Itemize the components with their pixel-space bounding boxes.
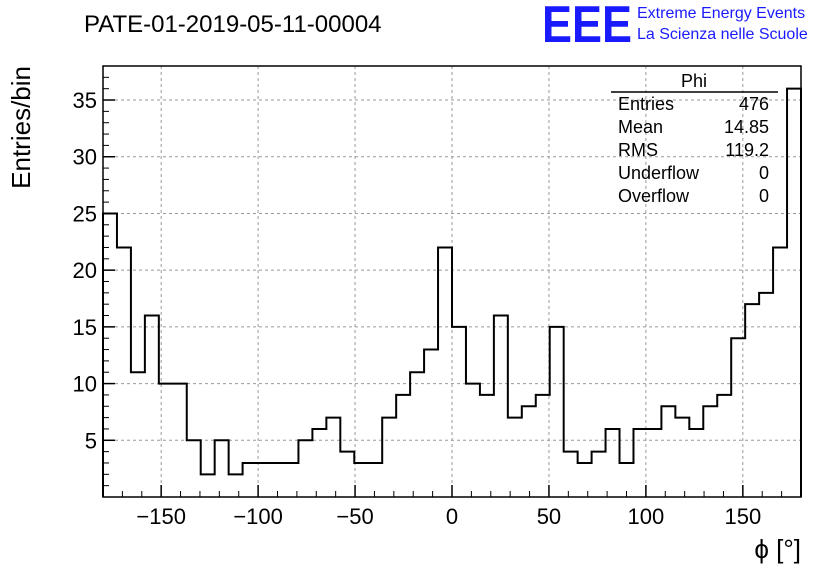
- x-tick-label: 150: [724, 504, 761, 529]
- histogram-bins: [103, 89, 801, 497]
- histogram-bin: [229, 474, 243, 497]
- histogram-bin: [201, 474, 215, 497]
- histogram-bin: [382, 418, 396, 497]
- stats-row-label: Underflow: [618, 163, 700, 183]
- histogram-bin: [647, 429, 661, 497]
- y-tick-label: 20: [73, 258, 97, 283]
- histogram-bin: [117, 247, 131, 497]
- histogram-bin: [703, 406, 717, 497]
- histogram-bin: [661, 406, 675, 497]
- histogram-step-line: [102, 87, 802, 497]
- histogram-bin: [438, 247, 452, 497]
- histogram-bin: [312, 429, 326, 497]
- histogram-bin: [410, 372, 424, 497]
- histogram-bin: [606, 429, 620, 497]
- histogram-bin: [284, 463, 298, 497]
- logo-line-1: Extreme Energy Events: [637, 5, 805, 22]
- stats-row-value: 119.2: [725, 140, 769, 160]
- y-axis-title: Entries/bin: [6, 66, 36, 189]
- x-tick-label: 0: [446, 504, 458, 529]
- histogram-bin: [159, 384, 173, 497]
- x-tick-label: −150: [136, 504, 186, 529]
- stats-row-value: 14.85: [724, 117, 769, 137]
- histogram-bin: [187, 440, 201, 497]
- histogram-bin: [452, 327, 466, 497]
- stats-box: Phi Entries 476 Mean 14.85 RMS 119.2 Underflow…: [611, 71, 778, 206]
- histogram-bin: [689, 429, 703, 497]
- logo-line-2: La Scienza nelle Scuole: [637, 26, 808, 43]
- histogram-bin: [508, 418, 522, 497]
- histogram-bin: [103, 213, 117, 497]
- x-tick-label: 50: [537, 504, 561, 529]
- histogram-bin: [466, 384, 480, 497]
- stats-rows: Entries 476 Mean 14.85 RMS 119.2 Underflow 0 Ove…: [618, 94, 769, 206]
- stats-header: Phi: [681, 71, 707, 91]
- histogram-bin: [424, 350, 438, 497]
- histogram-bin: [759, 293, 773, 497]
- stats-row-value: 0: [759, 186, 769, 206]
- histogram-bin: [592, 452, 606, 497]
- y-axis-ticks: 5 10 15 20 25 30 35: [73, 76, 115, 487]
- x-axis-ticks: −150 −100 −50 0 50 100 150: [121, 485, 783, 529]
- histogram-bin: [787, 89, 801, 497]
- histogram-bin: [564, 452, 578, 497]
- histogram-bin: [173, 384, 187, 497]
- x-tick-label: 100: [628, 504, 665, 529]
- histogram-bin: [773, 247, 787, 497]
- logo-mark: EEE: [542, 0, 632, 54]
- stats-row-value: 0: [759, 163, 769, 183]
- histogram-bin: [745, 304, 759, 497]
- x-axis-title: ϕ [°]: [754, 534, 801, 564]
- stats-row-label: Overflow: [618, 186, 690, 206]
- y-tick-label: 10: [73, 372, 97, 397]
- histogram-bin: [717, 395, 731, 497]
- y-tick-label: 5: [85, 428, 97, 453]
- x-tick-label: −50: [336, 504, 373, 529]
- histogram-bin: [731, 338, 745, 497]
- histogram-bin: [550, 327, 564, 497]
- histogram-bin: [368, 463, 382, 497]
- histogram-bin: [131, 372, 145, 497]
- histogram-bin: [675, 418, 689, 497]
- histogram-bin: [298, 440, 312, 497]
- y-tick-label: 25: [73, 201, 97, 226]
- histogram-bin: [578, 463, 592, 497]
- stats-row-value: 476: [739, 94, 769, 114]
- histogram-bin: [145, 316, 159, 497]
- eee-logo: EEE Extreme Energy Events La Scienza nel…: [542, 0, 808, 54]
- plot-title: PATE-01-2019-05-11-00004: [84, 11, 382, 38]
- histogram-bin: [243, 463, 257, 497]
- histogram-bin: [326, 418, 340, 497]
- x-tick-label: −100: [233, 504, 283, 529]
- histogram-bin: [494, 316, 508, 497]
- histogram-bin: [522, 406, 536, 497]
- histogram-bin: [396, 395, 410, 497]
- y-tick-label: 30: [73, 145, 97, 170]
- y-tick-label: 35: [73, 88, 97, 113]
- histogram-bin: [340, 452, 354, 497]
- stats-row-label: RMS: [618, 140, 658, 160]
- histogram-bin: [480, 395, 494, 497]
- histogram-bin: [215, 440, 229, 497]
- histogram-bin: [354, 463, 368, 497]
- histogram-bin: [536, 395, 550, 497]
- y-tick-label: 15: [73, 315, 97, 340]
- stats-row-label: Mean: [618, 117, 663, 137]
- stats-row-label: Entries: [618, 94, 674, 114]
